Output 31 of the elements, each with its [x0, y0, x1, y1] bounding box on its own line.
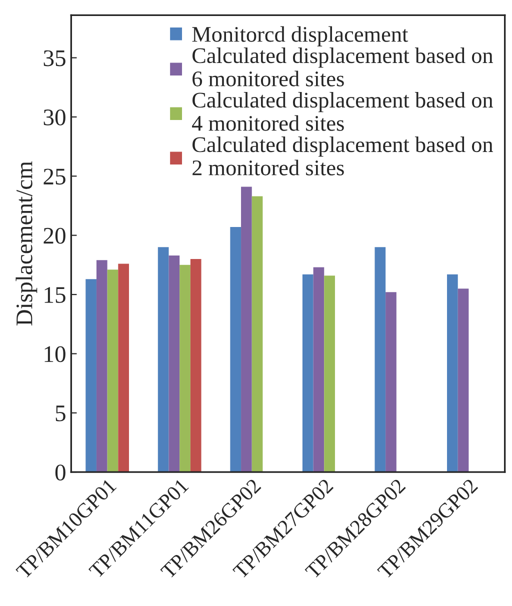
legend-label: Calculated displacement based on 2 monitored sites	[192, 136, 494, 176]
y-tick-label: 0	[55, 464, 66, 480]
bar	[86, 279, 96, 472]
bar	[241, 186, 252, 472]
bar	[180, 264, 190, 472]
y-tick-label: 30	[44, 109, 66, 126]
bar	[252, 196, 263, 472]
bar	[458, 288, 469, 472]
bar	[158, 247, 169, 472]
bar	[118, 264, 129, 472]
bar	[96, 260, 108, 472]
bar	[190, 259, 202, 472]
bar	[374, 247, 386, 472]
legend-label: Calculated displacement based on 4 monitored sites	[192, 92, 494, 131]
bar	[302, 274, 314, 472]
legend-label: Calculated displacement based on 6 monitored sites	[192, 48, 494, 86]
y-tick-label: 15	[44, 287, 66, 303]
y-tick-label: 20	[44, 228, 66, 244]
y-axis-title: Displacement/cm	[16, 161, 38, 326]
legend-label: Monitorcd displacement	[192, 26, 408, 46]
y-tick-label: 25	[44, 168, 66, 185]
bar	[324, 276, 335, 472]
bar	[107, 270, 118, 472]
y-tick-label: 10	[44, 346, 66, 362]
y-tick-label: 5	[56, 406, 66, 422]
bar	[230, 227, 242, 472]
bar	[168, 255, 180, 472]
bar	[447, 274, 458, 472]
y-tick-label: 35	[44, 50, 66, 66]
bar	[386, 292, 396, 472]
bar	[313, 267, 324, 472]
